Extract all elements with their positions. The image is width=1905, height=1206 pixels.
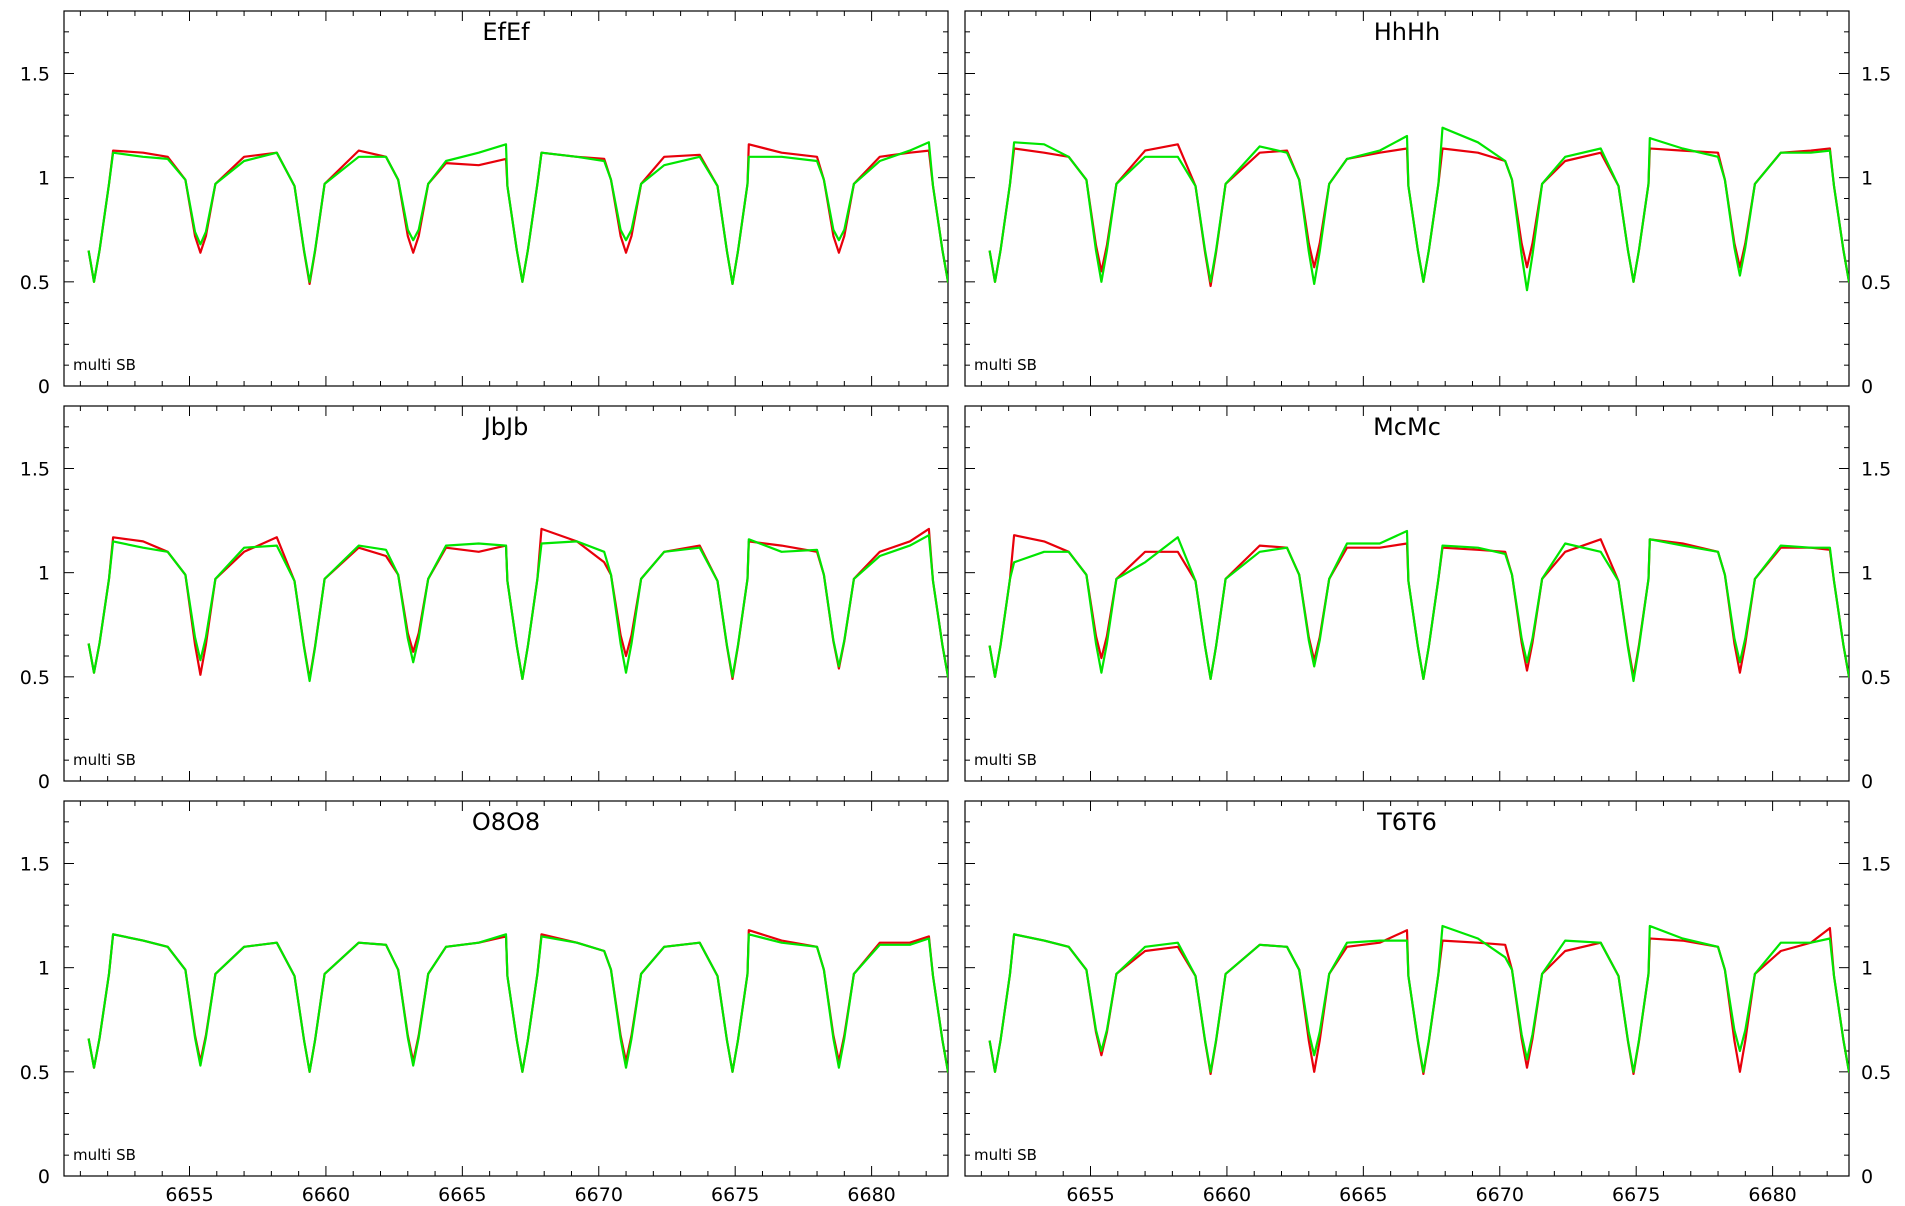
y-tick-label: 0.5 (20, 272, 50, 294)
y-tick-label: 1.5 (20, 64, 50, 86)
panel-t6t6: 0 0.5 1 1.5 6655 6660 6665 6670 6675 6680 T6T6 mult… (964, 800, 1891, 1206)
panel-frame (964, 405, 1850, 782)
series-group (87, 527, 948, 683)
x-tick-label: 6675 (711, 1184, 759, 1206)
y-tick-label: 1 (38, 563, 50, 585)
y-tick-label: 1 (1861, 168, 1873, 190)
y-tick-label: 0 (38, 376, 50, 398)
panel-frame (964, 800, 1850, 1177)
y-tick-label: 0.5 (1861, 272, 1891, 294)
panel-o8o8: 0 0.5 1 1.5 6655 6660 6665 6670 6675 6680 O8O8 mult… (20, 800, 949, 1206)
y-tick-label: 1.5 (1861, 64, 1891, 86)
panel-title: T6T6 (1376, 808, 1437, 836)
panel-jbjb: 0 0.5 1 1.5 JbJb multi SB (20, 405, 949, 793)
panel-efef: 0 0.5 1 1.5 EfEf multi SB (20, 10, 949, 398)
panel-frame (63, 405, 949, 782)
y-tick-label: 0.5 (1861, 1062, 1891, 1084)
x-tick-label: 6655 (165, 1184, 213, 1206)
y-tick-label: 1.5 (20, 459, 50, 481)
series-group (87, 141, 948, 285)
y-tick-label: 0 (38, 771, 50, 793)
series-line-green (87, 141, 948, 285)
y-tick-label: 0 (1861, 1166, 1873, 1188)
x-tick-label: 6665 (438, 1184, 486, 1206)
series-line-red (87, 527, 948, 680)
series-line-red (988, 927, 1849, 1075)
panel-note: multi SB (73, 1146, 136, 1164)
y-tick-label: 0.5 (1861, 667, 1891, 689)
series-line-green (988, 126, 1849, 292)
y-tick-label: 0 (1861, 376, 1873, 398)
x-tick-label: 6675 (1612, 1184, 1660, 1206)
series-group (87, 929, 948, 1073)
x-tick-label: 6660 (1203, 1184, 1251, 1206)
panel-title: O8O8 (472, 808, 540, 836)
series-line-red (87, 143, 948, 285)
series-group (988, 924, 1849, 1075)
panel-note: multi SB (974, 1146, 1037, 1164)
x-tick-label: 6680 (1748, 1184, 1796, 1206)
y-tick-label: 1 (38, 958, 50, 980)
y-tick-label: 0 (1861, 771, 1873, 793)
x-tick-label: 6670 (575, 1184, 623, 1206)
y-tick-label: 0 (38, 1166, 50, 1188)
panel-hhhh: 0 0.5 1 1.5 HhHh multi SB (964, 10, 1891, 398)
series-line-red (988, 143, 1849, 288)
panel-mcmc: 0 0.5 1 1.5 McMc multi SB (964, 405, 1891, 793)
x-tick-label: 6670 (1476, 1184, 1524, 1206)
x-tick-label: 6660 (302, 1184, 350, 1206)
series-line-green (988, 924, 1849, 1073)
y-tick-label: 1.5 (1861, 854, 1891, 876)
series-line-green (87, 933, 948, 1073)
panel-title: JbJb (482, 413, 529, 441)
panel-note: multi SB (73, 751, 136, 769)
panel-frame (964, 10, 1850, 387)
y-tick-label: 1 (1861, 563, 1873, 585)
panel-note: multi SB (974, 751, 1037, 769)
y-tick-label: 0.5 (20, 1062, 50, 1084)
y-tick-label: 1 (1861, 958, 1873, 980)
series-line-green (87, 534, 948, 683)
panel-frame (63, 10, 949, 387)
y-tick-label: 1.5 (20, 854, 50, 876)
series-line-green (988, 529, 1849, 683)
y-tick-label: 1 (38, 168, 50, 190)
series-line-red (988, 534, 1849, 680)
panel-note: multi SB (974, 356, 1037, 374)
panel-title: McMc (1373, 413, 1441, 441)
y-tick-label: 0.5 (20, 667, 50, 689)
series-line-red (87, 929, 948, 1073)
panel-title: HhHh (1374, 18, 1441, 46)
x-tick-label: 6680 (847, 1184, 895, 1206)
x-tick-label: 6665 (1339, 1184, 1387, 1206)
series-group (988, 529, 1849, 683)
panel-note: multi SB (73, 356, 136, 374)
series-group (988, 126, 1849, 292)
x-tick-label: 6655 (1066, 1184, 1114, 1206)
y-tick-label: 1.5 (1861, 459, 1891, 481)
panel-title: EfEf (482, 18, 530, 46)
panel-frame (63, 800, 949, 1177)
